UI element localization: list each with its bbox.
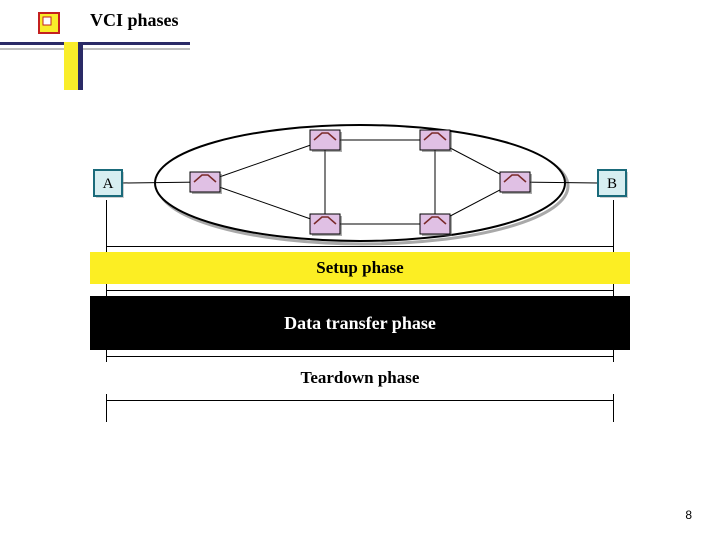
- phase-data-label: Data transfer phase: [284, 313, 436, 333]
- page-number: 8: [685, 508, 692, 522]
- slide-header: VCI phases: [0, 0, 720, 90]
- slide-title: VCI phases: [90, 10, 179, 31]
- header-rule-dark: [0, 42, 190, 45]
- phase-separator: [106, 400, 614, 401]
- phase-separator: [106, 290, 614, 291]
- bullet-icon: [38, 12, 60, 34]
- phase-teardown-bar: Teardown phase: [90, 362, 630, 394]
- endpoint-a-label: A: [103, 176, 114, 192]
- header-accent-dark: [78, 42, 83, 90]
- phase-separator: [106, 356, 614, 357]
- header-rule-light: [0, 48, 190, 50]
- network-svg: AB: [90, 100, 630, 250]
- phase-data-bar: Data transfer phase: [90, 296, 630, 350]
- phase-setup-label: Setup phase: [316, 258, 403, 277]
- phase-setup-bar: Setup phase: [90, 252, 630, 284]
- header-accent-yellow: [64, 42, 78, 90]
- phase-separator: [106, 246, 614, 247]
- vci-diagram: AB Setup phase Data transfer phase Teard…: [90, 100, 630, 460]
- phase-teardown-label: Teardown phase: [301, 368, 420, 387]
- endpoint-b-label: B: [607, 176, 617, 192]
